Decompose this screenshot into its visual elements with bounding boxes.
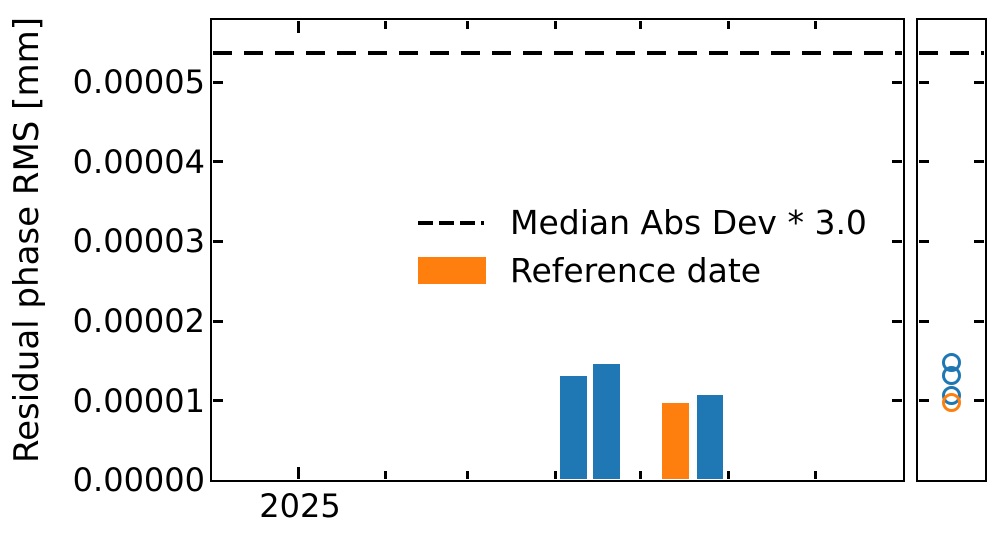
y-tick (892, 160, 902, 163)
x-tick (554, 21, 557, 29)
bar (560, 376, 587, 479)
y-tick (213, 240, 223, 243)
y-tick-label: 0.00005 (72, 63, 205, 101)
x-tick-major (297, 467, 300, 479)
legend-dashed-line-sample (418, 221, 484, 225)
x-tick-major (297, 21, 300, 33)
main-plot-panel (210, 18, 905, 482)
legend-label-reference: Reference date (510, 251, 762, 290)
y-tick (213, 160, 223, 163)
threshold-line (919, 51, 984, 55)
y-tick (892, 399, 902, 402)
x-tick (814, 21, 817, 29)
y-tick (974, 320, 984, 323)
x-tick (554, 471, 557, 479)
y-tick-label: 0.00002 (72, 302, 205, 340)
y-tick-label: 0.00001 (72, 382, 205, 420)
scatter-point (942, 366, 961, 385)
threshold-line (213, 51, 902, 55)
y-tick (974, 240, 984, 243)
y-tick (213, 399, 223, 402)
y-tick (919, 240, 929, 243)
y-tick-label: 0.00003 (72, 222, 205, 260)
y-tick-label: 0.00004 (72, 143, 205, 181)
y-tick (974, 160, 984, 163)
y-tick (892, 81, 902, 84)
x-tick-label: 2025 (259, 487, 341, 525)
bar (697, 395, 723, 479)
legend: Median Abs Dev * 3.0 Reference date (418, 200, 878, 300)
y-tick (974, 81, 984, 84)
y-tick (919, 320, 929, 323)
y-tick (892, 240, 902, 243)
x-tick (639, 471, 642, 479)
y-tick (974, 399, 984, 402)
x-tick (727, 21, 730, 29)
y-tick (919, 399, 929, 402)
x-tick (384, 21, 387, 29)
y-tick (213, 81, 223, 84)
y-tick (213, 320, 223, 323)
scatter-point-reference (942, 393, 961, 412)
y-tick (892, 320, 902, 323)
y-tick-label: 0.00000 (72, 461, 205, 499)
legend-label-threshold: Median Abs Dev * 3.0 (510, 203, 867, 242)
reference-bar (662, 403, 689, 479)
x-tick (814, 471, 817, 479)
x-tick (727, 471, 730, 479)
bar (593, 364, 620, 479)
y-tick (919, 160, 929, 163)
x-tick (466, 471, 469, 479)
legend-reference-swatch (418, 257, 486, 284)
y-tick (919, 81, 929, 84)
x-tick (639, 21, 642, 29)
x-tick (384, 471, 387, 479)
x-tick (466, 21, 469, 29)
side-summary-panel (916, 18, 987, 482)
